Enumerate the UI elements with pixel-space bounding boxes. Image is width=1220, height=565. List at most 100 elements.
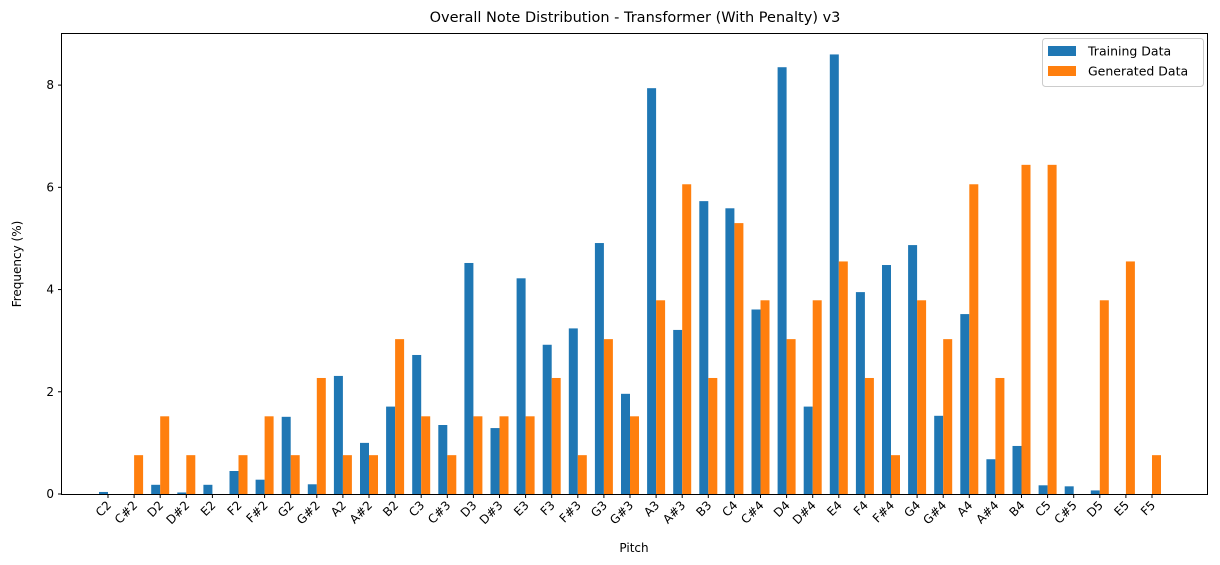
bars-group xyxy=(99,54,1161,495)
bar-training-E2 xyxy=(203,484,213,494)
bar-training-C4 xyxy=(725,208,735,495)
x-tick-label: C#3 xyxy=(425,498,453,526)
x-tick-label: F#2 xyxy=(243,498,270,525)
bar-generated-G#4 xyxy=(943,339,953,494)
x-tick-label: B2 xyxy=(380,498,401,519)
bar-generated-F#4 xyxy=(891,455,900,494)
x-tick-label: F4 xyxy=(851,498,871,518)
bar-generated-D#2 xyxy=(186,455,196,494)
x-tick-label: B4 xyxy=(1006,498,1027,519)
x-tick-label: D#3 xyxy=(477,498,506,527)
bar-training-A2 xyxy=(333,375,343,494)
bar-training-C3 xyxy=(412,354,422,494)
bar-training-B2 xyxy=(386,406,396,494)
bar-training-D#3 xyxy=(490,428,500,494)
bar-training-C2 xyxy=(99,491,108,494)
x-tick-label: C#5 xyxy=(1051,498,1079,526)
bar-training-D3 xyxy=(464,262,474,494)
x-tick-label: F2 xyxy=(224,498,244,518)
bar-generated-D3 xyxy=(473,416,483,494)
y-tick-label: 6 xyxy=(46,180,54,194)
bar-training-G3 xyxy=(594,243,604,494)
legend-label-training: Training Data xyxy=(1087,44,1171,59)
x-tick-label: F3 xyxy=(538,498,558,518)
bar-generated-F3 xyxy=(551,377,561,494)
bar-generated-E4 xyxy=(838,261,848,494)
bar-training-D#4 xyxy=(803,406,813,494)
x-tick-label: D#2 xyxy=(163,498,192,527)
bar-training-D4 xyxy=(777,67,787,494)
bar-training-G2 xyxy=(281,416,291,494)
bar-generated-C#3 xyxy=(447,455,457,494)
bar-training-B3 xyxy=(699,201,709,494)
bar-generated-C5 xyxy=(1047,164,1057,494)
bar-training-G4 xyxy=(908,245,918,494)
bar-generated-C#2 xyxy=(134,455,144,494)
bar-generated-B2 xyxy=(395,339,405,494)
bar-generated-E3 xyxy=(525,416,535,494)
bar-generated-C#4 xyxy=(760,300,770,494)
bar-training-A#2 xyxy=(360,442,369,494)
bar-generated-G3 xyxy=(603,339,613,494)
bar-training-C#4 xyxy=(751,309,761,494)
y-tick-label: 2 xyxy=(46,385,54,399)
chart-title: Overall Note Distribution - Transformer … xyxy=(430,10,841,26)
x-axis: C2C#2 D2D#2 E2 F2F#2 G2G#2 A2A#2 B2 C3C#3 D3D#3 E… xyxy=(93,494,1158,527)
bar-training-E4 xyxy=(829,54,839,494)
bar-training-C5 xyxy=(1038,485,1048,494)
bar-training-F#2 xyxy=(255,479,265,494)
x-tick-label: E5 xyxy=(1111,498,1132,519)
x-tick-label: A#3 xyxy=(660,498,688,526)
y-axis-label: Frequency (%) xyxy=(10,221,24,308)
x-tick-label: G#4 xyxy=(920,498,949,527)
bar-generated-D#3 xyxy=(499,416,509,494)
bar-training-A#3 xyxy=(673,329,683,494)
bar-training-G#4 xyxy=(934,415,944,494)
bar-generated-A3 xyxy=(656,300,666,494)
bar-training-B4 xyxy=(1012,445,1022,494)
x-tick-label: E3 xyxy=(511,498,532,519)
legend-swatch-training xyxy=(1048,46,1076,56)
x-tick-label: G#2 xyxy=(294,498,323,527)
bar-training-F#4 xyxy=(882,265,891,494)
bar-generated-D5 xyxy=(1099,300,1109,494)
bar-generated-G#2 xyxy=(316,377,326,494)
bar-generated-A4 xyxy=(969,184,979,494)
y-tick-label: 4 xyxy=(46,283,54,297)
bar-generated-A#4 xyxy=(995,377,1005,494)
x-tick-label: C#2 xyxy=(112,498,140,526)
bar-training-F#3 xyxy=(568,328,578,494)
bar-training-E3 xyxy=(516,278,526,494)
bar-generated-D#4 xyxy=(812,300,822,494)
x-tick-label: D5 xyxy=(1084,498,1106,520)
bar-generated-G4 xyxy=(917,300,927,494)
bar-generated-A#3 xyxy=(682,184,692,494)
x-tick-label: A3 xyxy=(641,498,662,519)
plot-frame xyxy=(61,33,1208,495)
bar-training-G#2 xyxy=(307,484,317,494)
y-axis: 0 2 4 6 8 xyxy=(46,78,62,501)
bar-generated-F#2 xyxy=(264,416,274,494)
bar-training-D5 xyxy=(1090,490,1100,494)
x-tick-label: F#4 xyxy=(870,498,897,525)
x-tick-label: D#4 xyxy=(790,498,819,527)
bar-generated-B3 xyxy=(708,377,718,494)
bar-training-A#4 xyxy=(986,459,996,494)
bar-training-D2 xyxy=(151,484,161,494)
bar-generated-A2 xyxy=(342,455,352,494)
bar-training-F3 xyxy=(542,344,552,494)
bar-training-G#3 xyxy=(621,393,630,494)
x-tick-label: F#3 xyxy=(557,498,584,525)
legend-label-generated: Generated Data xyxy=(1088,64,1188,79)
x-axis-label: Pitch xyxy=(619,541,648,555)
bar-generated-E5 xyxy=(1125,261,1135,494)
x-tick-label: G#3 xyxy=(607,498,636,527)
legend-box xyxy=(1042,38,1204,87)
x-tick-label: A4 xyxy=(954,498,975,519)
bar-generated-B4 xyxy=(1021,164,1031,494)
y-tick-label: 0 xyxy=(46,487,54,501)
y-tick-label: 8 xyxy=(46,78,54,92)
bar-training-D#2 xyxy=(177,492,187,494)
bar-generated-C3 xyxy=(421,416,431,494)
